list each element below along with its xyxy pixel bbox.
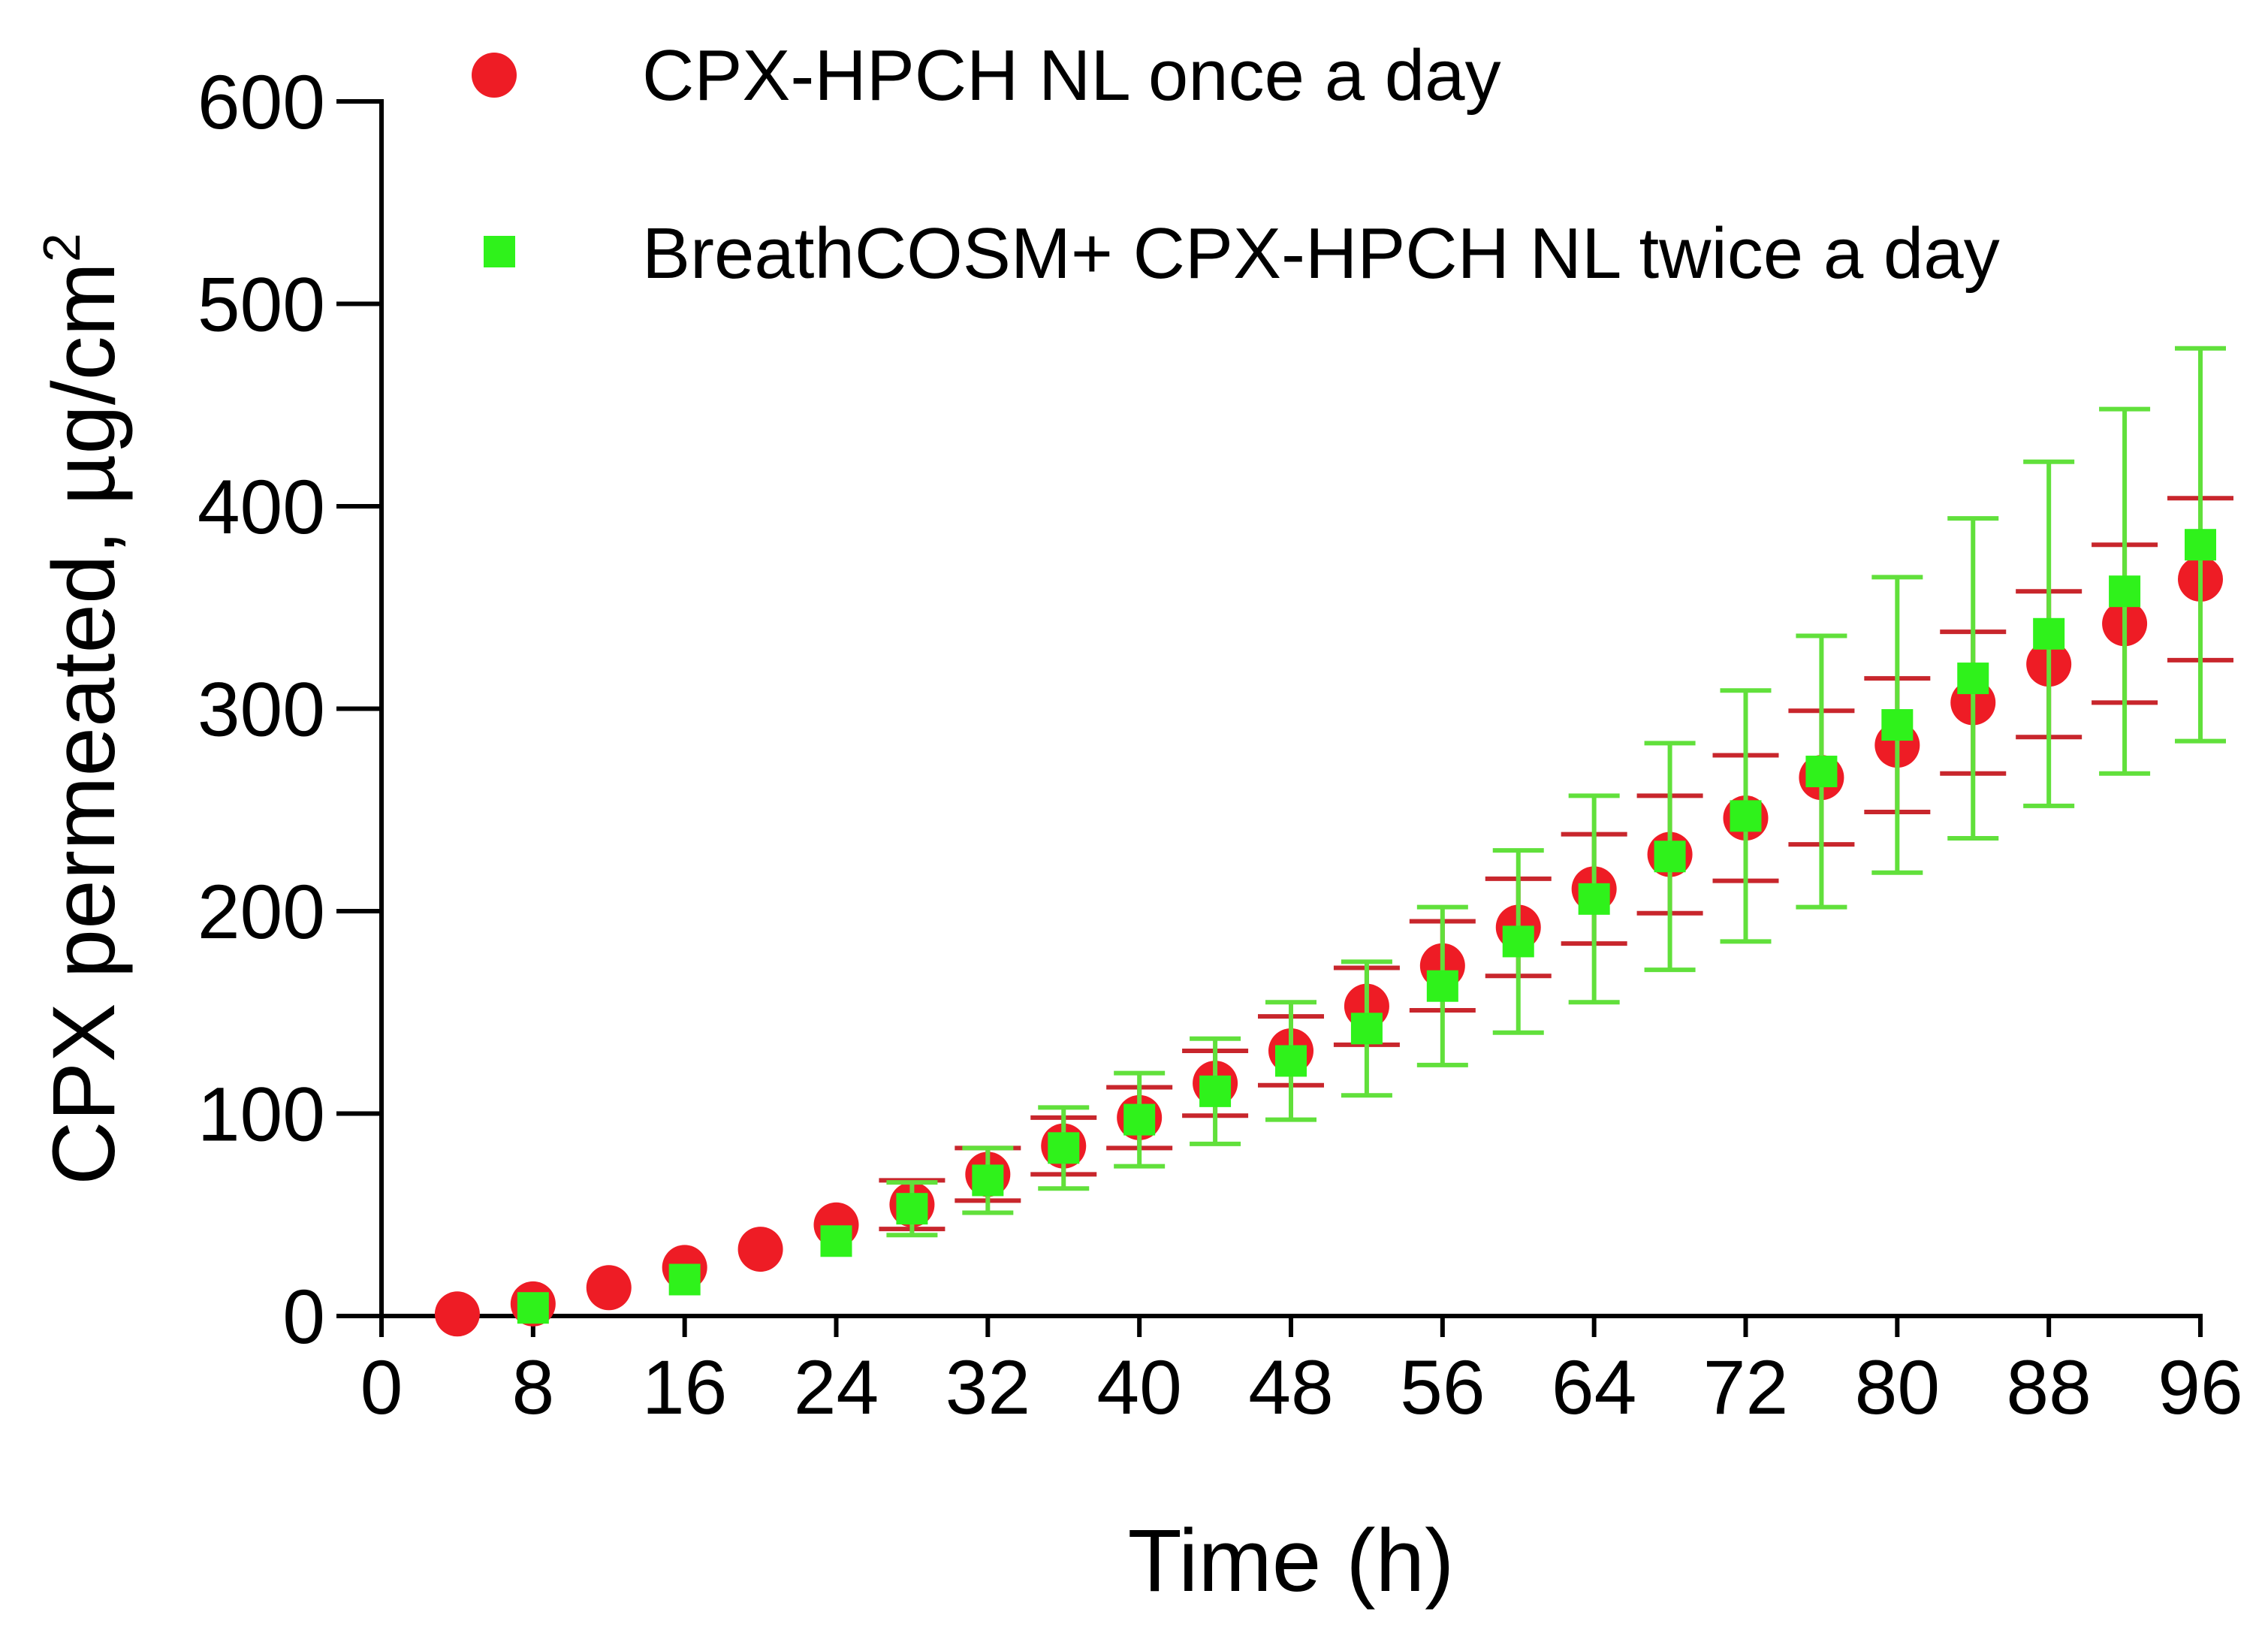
series-twice-a-day (517, 346, 2226, 1324)
data-point-square (1502, 925, 1534, 958)
data-point-square (2185, 529, 2216, 561)
y-tick-label: 500 (198, 262, 325, 348)
data-point-square (1881, 709, 1914, 741)
y-tick-label: 400 (198, 464, 325, 550)
x-tick-label: 48 (1248, 1345, 1333, 1430)
legend-marker-square (484, 236, 515, 267)
data-point-square (2033, 617, 2065, 650)
data-point-square (896, 1193, 928, 1225)
legend-label-1: BreathCOSM+ CPX-HPCH NL twice a day (642, 213, 2000, 294)
data-point-square (972, 1164, 1004, 1197)
x-axis-title: Time (h) (1128, 1511, 1455, 1610)
x-tick-label: 64 (1552, 1345, 1636, 1430)
x-tick-label: 24 (794, 1345, 879, 1430)
x-tick-label: 8 (511, 1345, 554, 1430)
data-point-square (1730, 800, 1762, 832)
y-tick-label: 300 (198, 667, 325, 753)
legend-label-0: CPX-HPCH NL once a day (642, 35, 1501, 116)
y-axis-title-superscript: 2 (32, 233, 91, 262)
y-tick-label: 0 (282, 1274, 325, 1360)
data-point-square (1350, 1013, 1383, 1045)
data-point-circle (434, 1291, 480, 1337)
data-point-square (668, 1263, 701, 1296)
x-tick-label: 88 (2006, 1345, 2091, 1430)
x-tick-label: 32 (946, 1345, 1030, 1430)
data-point-square (820, 1225, 852, 1257)
y-axis-title-main: CPX permeated, µg/cm (35, 262, 134, 1185)
data-point-square (1275, 1045, 1307, 1077)
y-axis-title: CPX permeated, µg/cm2 (32, 233, 134, 1185)
x-tick-label: 72 (1703, 1345, 1788, 1430)
data-point-square (2109, 575, 2141, 608)
data-point-square (1426, 970, 1458, 1002)
y-tick-label: 600 (198, 59, 325, 145)
data-point-square (1578, 883, 1610, 915)
y-tick-label: 100 (198, 1072, 325, 1158)
x-tick-label: 40 (1096, 1345, 1181, 1430)
data-point-square (1123, 1103, 1156, 1136)
data-point-circle (586, 1265, 632, 1311)
x-axis-ticks: 0 8 16 24 32 40 48 56 64 72 80 88 96 (360, 1316, 2243, 1430)
data-point-square (1199, 1075, 1232, 1107)
data-point-square (517, 1292, 549, 1324)
data-point-square (1654, 841, 1686, 873)
x-tick-label: 96 (2158, 1345, 2242, 1430)
y-axis-ticks: 0 100 200 300 400 500 600 (198, 59, 382, 1360)
x-tick-label: 80 (1855, 1345, 1940, 1430)
series-once-a-day (434, 496, 2233, 1337)
legend-marker-circle (472, 53, 517, 98)
y-tick-label: 200 (198, 869, 325, 955)
data-point-square (1048, 1132, 1080, 1164)
legend: CPX-HPCH NL once a day BreathCOSM+ CPX-H… (472, 35, 2000, 294)
x-tick-label: 56 (1400, 1345, 1485, 1430)
data-point-square (1957, 663, 1989, 695)
x-tick-label: 16 (642, 1345, 727, 1430)
x-tick-label: 0 (360, 1345, 403, 1430)
data-point-square (1805, 756, 1838, 788)
data-point-circle (737, 1227, 783, 1272)
